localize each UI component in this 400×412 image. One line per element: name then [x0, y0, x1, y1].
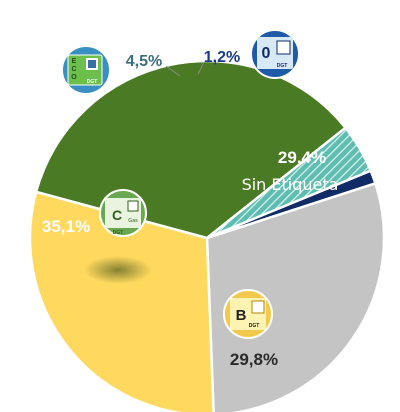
zero-text: 0 — [262, 45, 271, 62]
leader-line-zero — [197, 61, 205, 75]
pie-slice-0 — [206, 169, 377, 240]
slice-shadow — [84, 256, 152, 284]
eco-dgt-text: DGT — [87, 79, 98, 85]
eco-letter-e: E — [72, 58, 77, 65]
value-label-c: 35,1% — [42, 217, 90, 236]
slice-label-sin-etiqueta: Sin Etiqueta — [242, 175, 339, 194]
zero-dgt-text: DGT — [277, 63, 288, 69]
value-label-sin-etiqueta: 29,4% — [278, 148, 326, 167]
eco-label-badge-icon: E C O DGT — [61, 45, 111, 95]
value-label-zero: 1,2% — [204, 49, 240, 66]
pie-slice-sin-etiqueta — [205, 181, 386, 412]
value-label-eco: 4,5% — [126, 53, 162, 70]
c-caption: Gas — [128, 218, 138, 224]
b-letter: B — [236, 307, 247, 324]
leader-line-eco — [165, 65, 181, 77]
zero-emission-badge-icon: 0 DGT — [250, 29, 300, 79]
c-letter: C — [112, 207, 122, 223]
value-label-b: 29,8% — [230, 350, 278, 369]
c-label-badge-icon: C Gas DGT — [99, 189, 147, 237]
eco-letter-o: O — [71, 74, 77, 81]
pie-slices — [28, 59, 386, 412]
eco-letter-c: C — [71, 66, 76, 73]
b-dgt-text: DGT — [249, 323, 260, 329]
c-dgt-text: DGT — [113, 230, 124, 236]
b-label-badge-icon: B DGT — [223, 289, 273, 339]
